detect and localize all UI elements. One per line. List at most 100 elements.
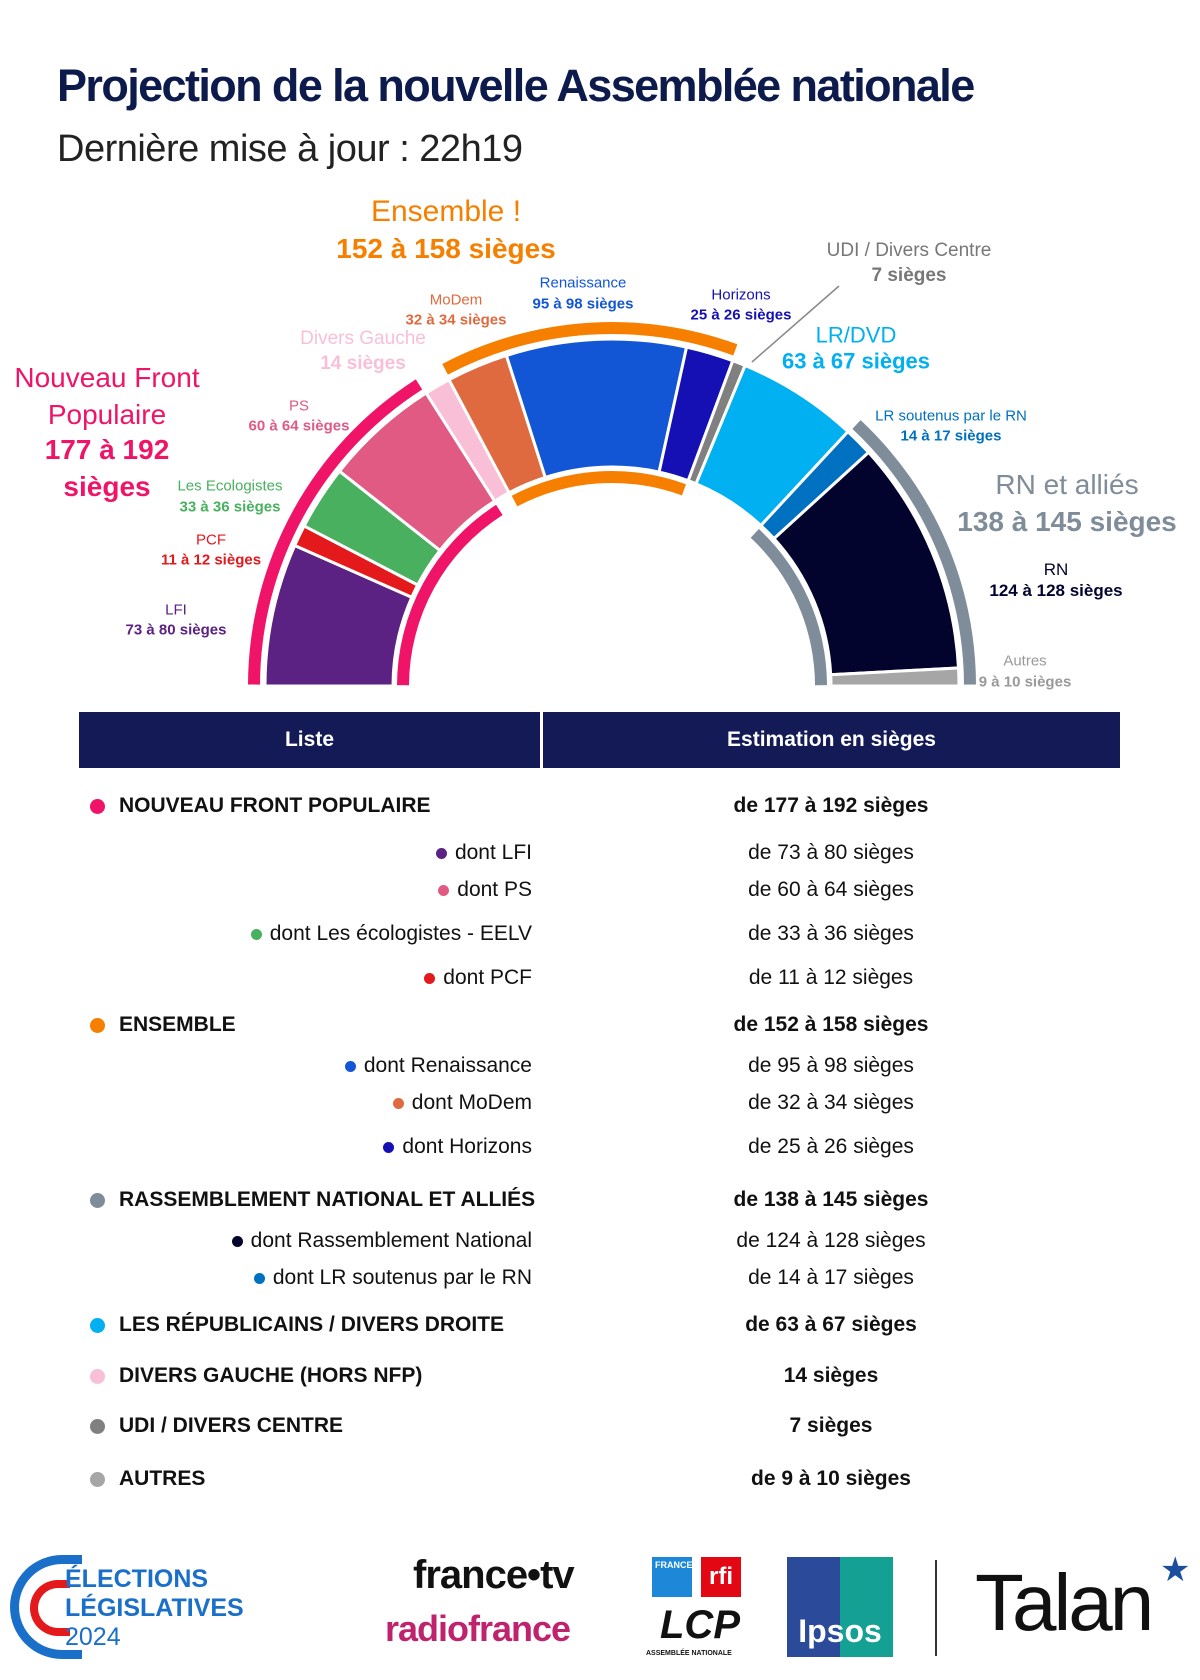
table-row: RASSEMBLEMENT NATIONAL ET ALLIÉS de 138 à… — [0, 1188, 1200, 1222]
table-row: dont Horizons de 25 à 26 sièges — [0, 1135, 1200, 1169]
elections-logo-inner-arc — [30, 1580, 70, 1636]
row-label: dont Renaissance — [344, 1054, 532, 1078]
seats-ps: 60 à 64 sièges — [248, 417, 350, 435]
page-title: Projection de la nouvelle Assemblée nati… — [57, 60, 975, 111]
bullet-dot-icon — [231, 1235, 243, 1247]
row-label-text: dont MoDem — [411, 1091, 532, 1114]
row-value: de 25 à 26 sièges — [748, 1135, 914, 1158]
row-label: AUTRES — [90, 1467, 205, 1491]
footer-divider — [935, 1560, 937, 1656]
row-label: ENSEMBLE — [90, 1013, 236, 1037]
hemicycle-chart — [248, 285, 976, 688]
radiofrance-logo: radiofrance — [385, 1608, 571, 1649]
row-value: de 33 à 36 sièges — [748, 922, 914, 945]
seats-lrrn: 14 à 17 sièges — [900, 427, 1002, 445]
row-label-text: dont PCF — [443, 966, 532, 989]
row-label-text: dont Renaissance — [363, 1054, 532, 1077]
seats-lr: 63 à 67 sièges — [781, 348, 931, 374]
table-row: dont LR soutenus par le RN de 14 à 17 siè… — [0, 1266, 1200, 1300]
row-value: de 124 à 128 sièges — [736, 1229, 926, 1252]
label-pcf: PCF — [196, 531, 226, 549]
row-label-text: NOUVEAU FRONT POPULAIRE — [119, 794, 431, 817]
elections-logo-line1: ÉLECTIONS — [65, 1565, 209, 1593]
bloc-nfp-name-2: Populaire — [47, 398, 167, 430]
row-label-text: dont Rassemblement National — [250, 1229, 532, 1252]
talan-star-icon: ★ — [1160, 1551, 1191, 1589]
seats-udi: 7 sièges — [871, 265, 947, 287]
talan-logo: Talan — [975, 1558, 1154, 1647]
rfi-logo: rfi — [701, 1557, 741, 1597]
udi-leader-line — [751, 285, 840, 363]
table-row: NOUVEAU FRONT POPULAIRE de 177 à 192 sièg… — [0, 794, 1200, 828]
lcp-subtitle: ASSEMBLÉE NATIONALE — [646, 1650, 732, 1657]
table-row: dont PS de 60 à 64 sièges — [0, 878, 1200, 912]
label-modem: MoDem — [429, 291, 483, 309]
bloc-band-inner-0 — [397, 504, 503, 686]
row-value: de 9 à 10 sièges — [751, 1467, 911, 1490]
row-label-text: ENSEMBLE — [119, 1013, 236, 1036]
table-row: AUTRES de 9 à 10 sièges — [0, 1467, 1200, 1501]
row-label: RASSEMBLEMENT NATIONAL ET ALLIÉS — [90, 1188, 535, 1212]
elections-logo-arc — [10, 1555, 82, 1659]
row-value: 14 sièges — [783, 1364, 879, 1387]
row-value: de 177 à 192 sièges — [733, 794, 929, 817]
row-label: dont PCF — [424, 966, 532, 990]
row-value: de 152 à 158 sièges — [733, 1013, 929, 1036]
label-udi: UDI / Divers Centre — [826, 240, 992, 262]
row-label: LES RÉPUBLICAINS / DIVERS DROITE — [90, 1313, 504, 1337]
bloc-band-inner-1 — [511, 471, 686, 507]
bullet-dot-icon — [344, 1060, 356, 1072]
table-row: dont LFI de 73 à 80 sièges — [0, 841, 1200, 875]
bullet-dot-icon — [383, 1141, 395, 1153]
bullet-dot-icon — [250, 928, 262, 940]
table-row: DIVERS GAUCHE (HORS NFP) 14 sièges — [0, 1364, 1200, 1398]
row-label-text: dont PS — [457, 878, 532, 901]
bloc-rn-seats: 138 à 145 sièges — [957, 505, 1177, 537]
row-label-text: RASSEMBLEMENT NATIONAL ET ALLIÉS — [119, 1188, 536, 1211]
table-header-liste: Liste — [79, 712, 540, 768]
bullet-dot-icon — [435, 847, 447, 859]
row-label-text: UDI / DIVERS CENTRE — [119, 1414, 344, 1437]
label-rn: RN — [1043, 560, 1069, 580]
row-value: de 63 à 67 sièges — [745, 1313, 917, 1336]
table-row: dont Renaissance de 95 à 98 sièges — [0, 1054, 1200, 1088]
seats-renaissance: 95 à 98 sièges — [532, 295, 634, 313]
label-lr: LR/DVD — [815, 322, 897, 348]
row-label-text: dont Horizons — [402, 1135, 532, 1158]
elections-logo-line2: LÉGISLATIVES — [65, 1594, 244, 1622]
bullet-dot-icon — [424, 972, 436, 984]
bloc-nfp-name-1: Nouveau Front — [14, 361, 200, 393]
row-label: DIVERS GAUCHE (HORS NFP) — [90, 1364, 422, 1388]
table-row: dont Rassemblement National de 124 à 128 … — [0, 1229, 1200, 1263]
label-horizons: Horizons — [711, 286, 771, 304]
label-ps: PS — [288, 397, 310, 415]
bullet-dot-icon — [438, 884, 450, 896]
row-label: dont LR soutenus par le RN — [253, 1266, 532, 1290]
seats-horizons: 25 à 26 sièges — [690, 306, 792, 324]
row-value: de 14 à 17 sièges — [748, 1266, 914, 1289]
seats-rn: 124 à 128 sièges — [989, 581, 1123, 601]
bloc-band-inner-2 — [750, 529, 827, 686]
bullet-dot-icon — [90, 1418, 105, 1434]
row-value: de 95 à 98 sièges — [748, 1054, 914, 1077]
bullet-dot-icon — [253, 1272, 265, 1284]
bloc-band-outer-0 — [248, 379, 423, 685]
bloc-rn-name: RN et alliés — [995, 468, 1139, 500]
bloc-band-outer-1 — [442, 322, 738, 375]
bloc-nfp-seats-2: sièges — [63, 470, 151, 502]
row-label-text: LES RÉPUBLICAINS / DIVERS DROITE — [119, 1313, 505, 1336]
row-value: de 60 à 64 sièges — [748, 878, 914, 901]
seats-autres: 9 à 10 sièges — [978, 673, 1072, 691]
francetv-logo: france•tv — [413, 1553, 575, 1597]
seats-modem: 32 à 34 sièges — [405, 311, 507, 329]
seats-eco: 33 à 36 sièges — [179, 498, 281, 516]
bullet-dot-icon — [90, 1017, 105, 1033]
row-label: dont Horizons — [383, 1135, 532, 1159]
bloc-ensemble-seats: 152 à 158 sièges — [336, 232, 556, 264]
row-value: de 11 à 12 sièges — [748, 966, 914, 989]
bloc-ensemble-name: Ensemble ! — [370, 194, 522, 228]
row-label: dont Les écologistes - EELV — [250, 922, 532, 946]
table-row: dont PCF de 11 à 12 sièges — [0, 966, 1200, 1000]
row-label-text: dont LFI — [454, 841, 532, 864]
row-label: dont Rassemblement National — [231, 1229, 532, 1253]
